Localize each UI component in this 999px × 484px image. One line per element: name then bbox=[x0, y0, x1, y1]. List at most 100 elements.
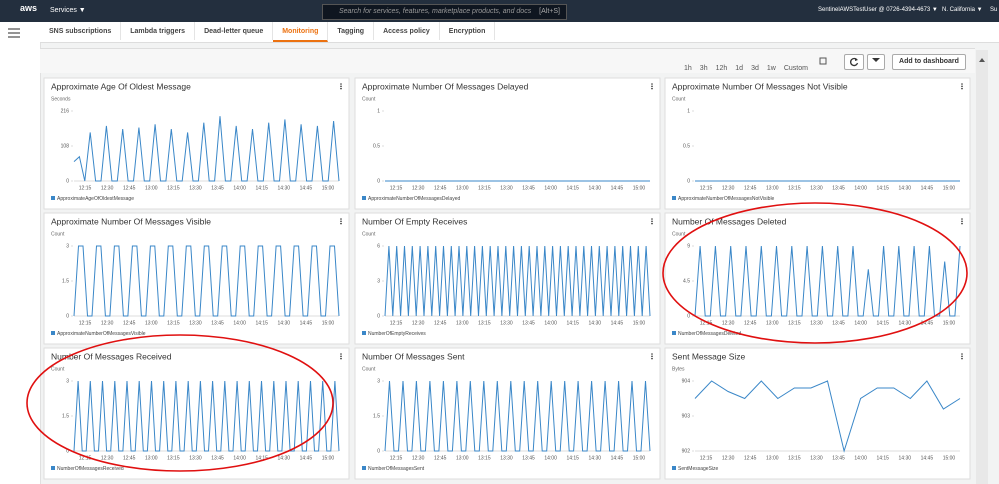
widget-menu-dot bbox=[340, 83, 342, 85]
time-range[interactable]: 1d bbox=[735, 65, 744, 72]
logo[interactable]: aws bbox=[20, 3, 38, 13]
y-tick-label: 0 bbox=[66, 313, 69, 319]
x-tick-label: 12:30 bbox=[101, 320, 114, 326]
x-tick-label: 12:15 bbox=[79, 320, 92, 326]
metric-line bbox=[384, 380, 651, 452]
x-tick-label: 13:15 bbox=[478, 455, 491, 461]
x-tick-label: 14:30 bbox=[899, 185, 912, 191]
legend-label: NumberOfMessagesSent bbox=[368, 466, 425, 472]
tab[interactable]: Lambda triggers bbox=[121, 22, 196, 40]
x-tick-label: 12:15 bbox=[390, 320, 403, 326]
widget-title: Number Of Empty Receives bbox=[362, 216, 467, 226]
x-tick-label: 15:00 bbox=[633, 320, 646, 326]
x-tick-label: 14:15 bbox=[876, 185, 889, 191]
x-tick-label: 14:30 bbox=[899, 455, 912, 461]
x-tick-label: 12:45 bbox=[434, 320, 447, 326]
menu-icon[interactable] bbox=[8, 28, 20, 38]
x-tick-label: 13:45 bbox=[211, 185, 224, 191]
y-axis-label: Bytes bbox=[672, 366, 685, 372]
x-tick-label: 14:15 bbox=[255, 320, 268, 326]
y-tick-label: 9 bbox=[687, 243, 690, 249]
widget-menu-dot bbox=[340, 220, 342, 223]
scroll-up[interactable] bbox=[979, 58, 985, 62]
y-axis-label: Seconds bbox=[51, 96, 71, 102]
tab[interactable]: Monitoring bbox=[273, 22, 329, 42]
widget-menu-dot bbox=[340, 357, 342, 360]
x-tick-label: 14:30 bbox=[589, 320, 602, 326]
widget-menu-dot bbox=[651, 353, 653, 355]
widget-menu-dot bbox=[340, 355, 342, 358]
y-axis-label: Count bbox=[362, 96, 376, 102]
tab[interactable]: Tagging bbox=[328, 22, 375, 40]
y-tick-label: 1.5 bbox=[62, 413, 69, 419]
tab[interactable]: SNS subscriptions bbox=[40, 22, 122, 40]
x-tick-label: 12:30 bbox=[412, 185, 425, 191]
account-menu[interactable]: SentinelAWSTestUser @ 0726-4394-4673 ▼ bbox=[818, 7, 938, 13]
x-tick-label: 12:30 bbox=[101, 185, 114, 191]
legend-label: NumberOfEmptyReceives bbox=[368, 331, 426, 337]
x-tick-label: 12:45 bbox=[744, 185, 757, 191]
time-range[interactable]: 1h bbox=[684, 65, 692, 72]
x-tick-label: 12:30 bbox=[722, 185, 735, 191]
time-range[interactable]: 1w bbox=[766, 65, 776, 72]
tab[interactable]: Dead-letter queue bbox=[195, 22, 274, 40]
widget-panel bbox=[664, 347, 971, 480]
x-tick-label: 14:30 bbox=[899, 320, 912, 326]
legend-label: ApproximateNumberOfMessagesVisible bbox=[57, 331, 146, 337]
x-tick-label: 14:30 bbox=[589, 455, 602, 461]
widget: Approximate Age Of Oldest Message Seconds… bbox=[43, 77, 350, 210]
region-menu[interactable]: N. California ▼ bbox=[942, 7, 983, 13]
x-tick-label: 13:30 bbox=[500, 320, 513, 326]
widget-menu-dot bbox=[961, 357, 963, 360]
x-tick-label: 14:00 bbox=[544, 185, 557, 191]
refresh-button[interactable] bbox=[844, 54, 864, 70]
widget: Sent Message Size Bytes 902 903 904 12:15 12:3… bbox=[664, 347, 971, 480]
legend-swatch bbox=[51, 466, 55, 470]
x-tick-label: 12:45 bbox=[744, 320, 757, 326]
x-tick-label: 14:00 bbox=[854, 320, 867, 326]
custom-range[interactable]: Custom bbox=[783, 65, 808, 72]
widget-title: Number Of Messages Deleted bbox=[672, 216, 787, 226]
widget-title: Number Of Messages Sent bbox=[362, 351, 465, 361]
widget-title: Number Of Messages Received bbox=[51, 351, 172, 361]
x-tick-label: 13:00 bbox=[456, 320, 469, 326]
x-tick-label: 13:15 bbox=[167, 320, 180, 326]
x-tick-label: 14:45 bbox=[300, 320, 313, 326]
x-tick-label: 14:15 bbox=[876, 455, 889, 461]
search-box[interactable]: Search for services, features, marketpla… bbox=[322, 4, 567, 20]
add-to-dashboard[interactable]: Add to dashboard bbox=[892, 54, 966, 70]
x-tick-label: 14:45 bbox=[611, 455, 624, 461]
x-tick-label: 14:15 bbox=[876, 320, 889, 326]
x-tick-label: 13:45 bbox=[832, 455, 845, 461]
y-tick-label: 216 bbox=[61, 108, 70, 114]
metric-line bbox=[73, 245, 340, 317]
x-tick-label: 14:30 bbox=[278, 185, 291, 191]
support-menu[interactable]: Su bbox=[990, 7, 998, 13]
legend-label: ApproximateAgeOfOldestMessage bbox=[57, 196, 134, 202]
widget-panel bbox=[43, 77, 350, 210]
tab[interactable]: Access policy bbox=[374, 22, 440, 40]
widget: Approximate Number Of Messages Delayed Co… bbox=[354, 77, 661, 210]
x-tick-label: 14:45 bbox=[300, 455, 313, 461]
x-tick-label: 13:45 bbox=[832, 185, 845, 191]
widget-panel bbox=[664, 77, 971, 210]
x-tick-label: 14:30 bbox=[278, 455, 291, 461]
legend-swatch bbox=[362, 331, 366, 335]
tab[interactable]: Encryption bbox=[440, 22, 496, 40]
refresh-options[interactable] bbox=[867, 54, 885, 70]
tab-bar: SNS subscriptions Lambda triggers Dead-let… bbox=[40, 22, 999, 43]
legend-swatch bbox=[362, 466, 366, 470]
services-menu[interactable]: Services ▼ bbox=[50, 7, 86, 14]
search-placeholder: Search for services, features, marketpla… bbox=[339, 8, 532, 15]
search-shortcut: [Alt+S] bbox=[539, 8, 560, 15]
time-range[interactable]: 12h bbox=[715, 65, 728, 72]
x-tick-label: 13:30 bbox=[500, 455, 513, 461]
time-range[interactable]: 3h bbox=[699, 65, 708, 72]
widget-menu-dot bbox=[340, 87, 342, 90]
x-tick-label: 12:15 bbox=[700, 185, 713, 191]
legend-label: SentMessageSize bbox=[678, 466, 719, 472]
time-range[interactable]: 3d bbox=[751, 65, 759, 72]
x-tick-label: 14:00 bbox=[544, 320, 557, 326]
x-tick-label: 13:45 bbox=[211, 455, 224, 461]
x-tick-label: 13:15 bbox=[478, 185, 491, 191]
